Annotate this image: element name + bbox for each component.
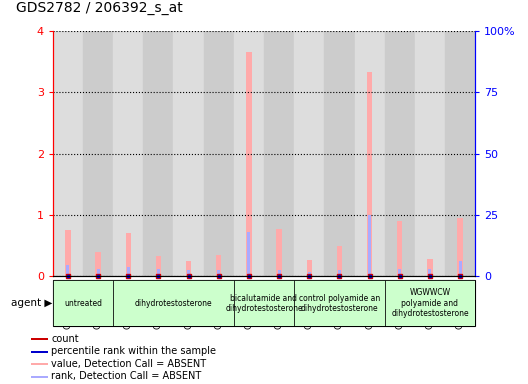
Bar: [234, 31, 264, 276]
Bar: [31, 351, 48, 353]
Bar: [337, 246, 342, 276]
Bar: [278, 270, 280, 276]
Bar: [97, 269, 100, 276]
Text: agent ▶: agent ▶: [12, 298, 53, 308]
Bar: [217, 270, 220, 276]
Bar: [398, 269, 401, 276]
Bar: [248, 232, 250, 276]
Text: WGWWCW
polyamide and
dihydrotestosterone: WGWWCW polyamide and dihydrotestosterone: [391, 288, 469, 318]
Bar: [53, 280, 113, 326]
Text: value, Detection Call = ABSENT: value, Detection Call = ABSENT: [51, 359, 206, 369]
Bar: [204, 31, 234, 276]
Bar: [427, 259, 432, 276]
Bar: [83, 31, 113, 276]
Bar: [186, 261, 191, 276]
Bar: [338, 270, 341, 276]
Bar: [415, 31, 445, 276]
Bar: [67, 265, 69, 276]
Bar: [307, 260, 312, 276]
Bar: [53, 31, 83, 276]
Bar: [246, 52, 252, 276]
Bar: [174, 31, 204, 276]
Text: control polyamide an
dihydrotestosterone: control polyamide an dihydrotestosterone: [299, 294, 380, 313]
Bar: [126, 233, 131, 276]
Text: GDS2782 / 206392_s_at: GDS2782 / 206392_s_at: [16, 2, 183, 15]
Text: dihydrotestosterone: dihydrotestosterone: [135, 299, 212, 308]
Bar: [31, 376, 48, 377]
Bar: [127, 267, 130, 276]
Bar: [457, 218, 463, 276]
Bar: [216, 255, 221, 276]
Bar: [354, 31, 385, 276]
Bar: [156, 256, 161, 276]
Bar: [294, 31, 324, 276]
Bar: [385, 280, 475, 326]
Bar: [459, 261, 461, 276]
Text: rank, Detection Call = ABSENT: rank, Detection Call = ABSENT: [51, 371, 201, 381]
Bar: [308, 271, 311, 276]
Bar: [294, 280, 385, 326]
Bar: [445, 31, 475, 276]
Text: count: count: [51, 334, 79, 344]
Text: bicalutamide and
dihydrotestosterone: bicalutamide and dihydrotestosterone: [225, 294, 303, 313]
Bar: [324, 31, 354, 276]
Bar: [367, 72, 372, 276]
Bar: [264, 31, 294, 276]
Bar: [187, 270, 190, 276]
Bar: [368, 215, 371, 276]
Bar: [31, 338, 48, 340]
Bar: [113, 280, 234, 326]
Bar: [397, 221, 402, 276]
Text: untreated: untreated: [64, 299, 102, 308]
Bar: [234, 280, 294, 326]
Bar: [113, 31, 143, 276]
Bar: [96, 252, 101, 276]
Bar: [143, 31, 174, 276]
Bar: [65, 230, 71, 276]
Bar: [276, 228, 282, 276]
Bar: [385, 31, 415, 276]
Bar: [157, 269, 160, 276]
Bar: [31, 363, 48, 365]
Text: percentile rank within the sample: percentile rank within the sample: [51, 346, 216, 356]
Bar: [428, 269, 431, 276]
